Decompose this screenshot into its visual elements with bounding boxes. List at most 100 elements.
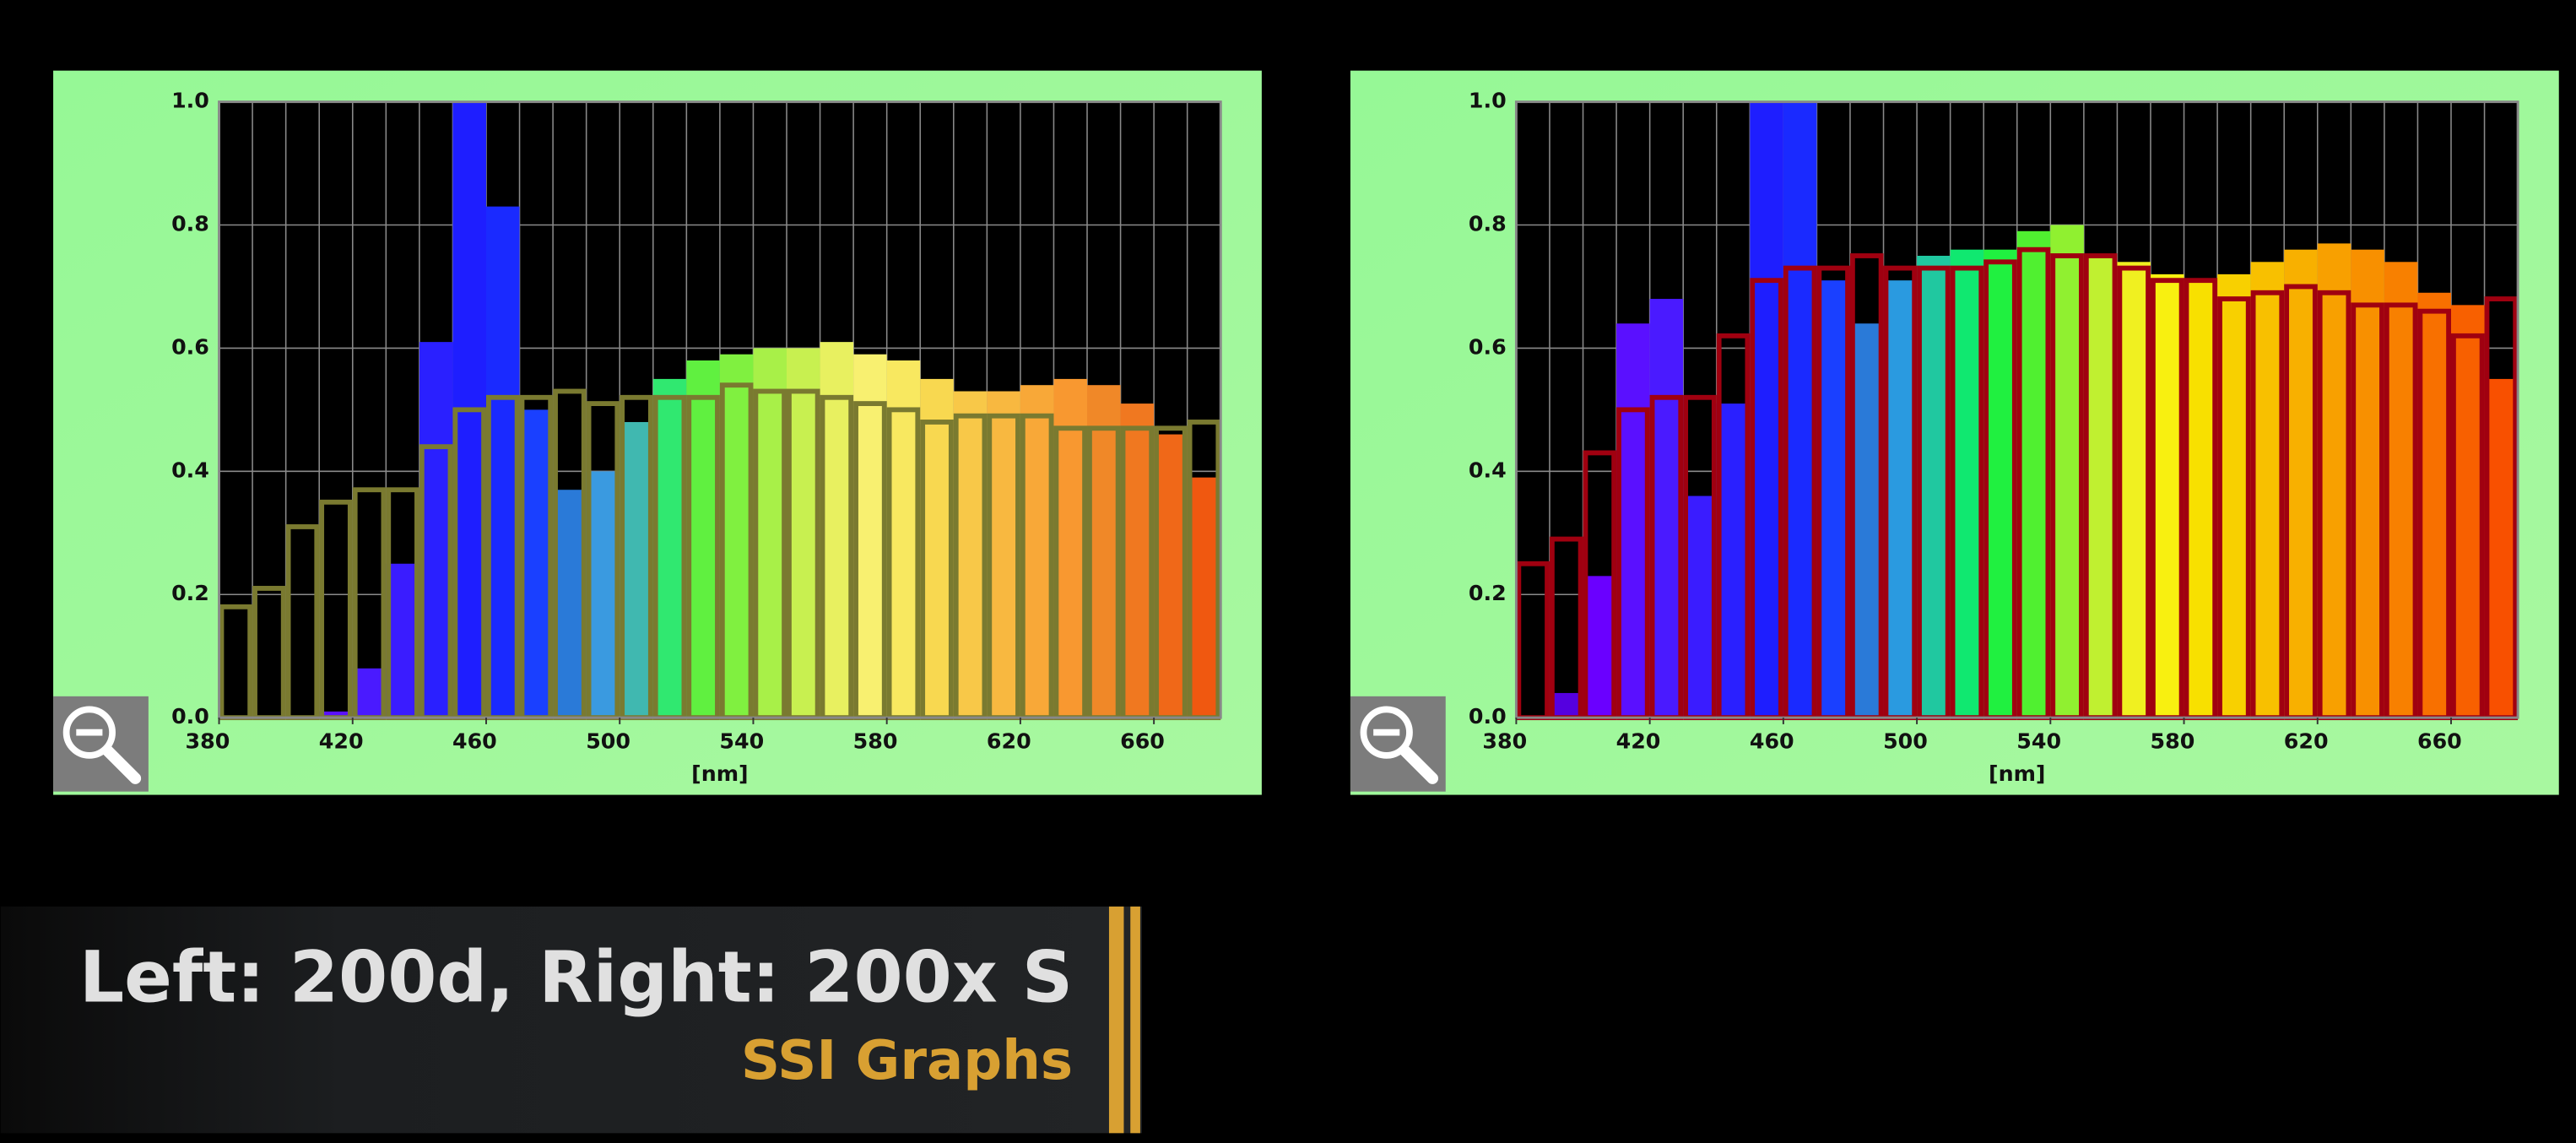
y-tick-label: 1.0 [171, 89, 209, 113]
caption-bar [1108, 906, 1124, 1134]
bar [2351, 249, 2384, 718]
bar [1020, 385, 1054, 718]
bar [2484, 378, 2519, 718]
bar [620, 421, 653, 718]
zoom-handle [100, 743, 142, 784]
bar [2150, 274, 2184, 718]
x-tick-label: 420 [319, 729, 364, 753]
bar [2016, 230, 2051, 718]
y-tick-label: 0.6 [171, 334, 209, 359]
chart: 0.0 0.2 0.4 0.6 0.8 1.0 380 420 460 500 540 580 620 6… [53, 70, 1262, 795]
bar [2250, 262, 2285, 718]
x-tick-label: 660 [2417, 729, 2462, 753]
x-tick-label: 460 [452, 729, 497, 753]
bar [1616, 323, 1650, 718]
y-tick-label: 0.8 [171, 212, 209, 236]
bar [1187, 477, 1221, 718]
x-tick-label: 620 [987, 729, 1031, 753]
bar [2083, 255, 2118, 718]
bar [1849, 323, 1884, 718]
bar [2450, 305, 2485, 718]
bar [1716, 404, 1751, 718]
bar [920, 378, 954, 718]
bar [1683, 496, 1717, 718]
y-tick-label: 0.4 [1469, 458, 1507, 482]
bar [386, 563, 419, 718]
y-tick-label: 0.2 [1469, 581, 1507, 605]
bar [2217, 274, 2251, 718]
bar [2284, 249, 2318, 718]
x-tick-label: 660 [1120, 729, 1165, 753]
bar [1816, 280, 1850, 718]
bar [319, 711, 353, 718]
chart: 0.0 0.2 0.4 0.6 0.8 1.0 380 420 460 500 540 580 620 6… [1350, 70, 2559, 795]
bar [2417, 292, 2451, 718]
caption-title: Left: 200d, Right: 200x S [79, 935, 1073, 1018]
bar [1053, 378, 1088, 718]
bar [1649, 299, 1684, 718]
bar [1950, 249, 1984, 718]
bar [586, 471, 620, 718]
bar [1120, 404, 1155, 718]
bar [419, 342, 453, 718]
x-axis-label: [nm] [691, 761, 748, 786]
x-tick-label: 380 [1482, 729, 1527, 753]
bar [753, 348, 787, 718]
x-tick-label: 540 [719, 729, 764, 753]
zoom-button[interactable] [1350, 696, 1446, 792]
x-tick-label: 460 [1750, 729, 1794, 753]
bar [1583, 576, 1617, 718]
y-tick-label: 0.2 [171, 581, 209, 605]
x-axis-label: [nm] [1989, 761, 2045, 786]
y-tick-label: 0.4 [171, 458, 209, 482]
caption-box [0, 906, 1142, 1134]
x-tick-label: 500 [1883, 729, 1928, 753]
x-tick-label: 380 [186, 729, 230, 753]
zoom-handle [1397, 743, 1439, 784]
bar [1783, 101, 1817, 718]
bar [886, 360, 921, 718]
caption-subtitle: SSI Graphs [741, 1029, 1073, 1092]
x-tick-label: 580 [2151, 729, 2195, 753]
x-tick-label: 500 [586, 729, 630, 753]
bar [1883, 280, 1918, 718]
zoom-button[interactable] [53, 696, 149, 792]
y-tick-label: 0.0 [1469, 704, 1507, 729]
caption: Left: 200d, Right: 200x S SSI Graphs [0, 906, 1142, 1134]
bar [1549, 692, 1583, 718]
y-tick-label: 0.8 [1469, 212, 1507, 236]
bar [2184, 280, 2218, 718]
bar [853, 354, 887, 718]
bar [2117, 262, 2151, 718]
y-tick-label: 0.6 [1469, 334, 1507, 359]
bar [987, 391, 1020, 718]
bar [787, 348, 820, 718]
bar [1983, 249, 2017, 718]
bar [2317, 243, 2351, 718]
bar [719, 354, 754, 718]
bar [2384, 262, 2418, 718]
bar [553, 490, 587, 718]
bar [1087, 385, 1121, 718]
x-tick-label: 580 [853, 729, 898, 753]
bar [1154, 434, 1188, 718]
bar [519, 409, 554, 718]
bar [1750, 101, 1783, 718]
x-tick-label: 540 [2016, 729, 2061, 753]
bar [352, 668, 387, 718]
plot-border [1514, 100, 2519, 719]
bar [652, 378, 687, 718]
bar [485, 206, 520, 718]
bar [953, 391, 988, 718]
caption-bar [1130, 906, 1140, 1134]
y-tick-label: 0.0 [171, 704, 209, 729]
x-tick-label: 620 [2284, 729, 2329, 753]
plot-border [218, 100, 1222, 719]
bar [2050, 225, 2084, 718]
bar [686, 360, 720, 718]
bar [1917, 255, 1951, 718]
bar [820, 342, 854, 718]
y-tick-label: 1.0 [1469, 89, 1507, 113]
